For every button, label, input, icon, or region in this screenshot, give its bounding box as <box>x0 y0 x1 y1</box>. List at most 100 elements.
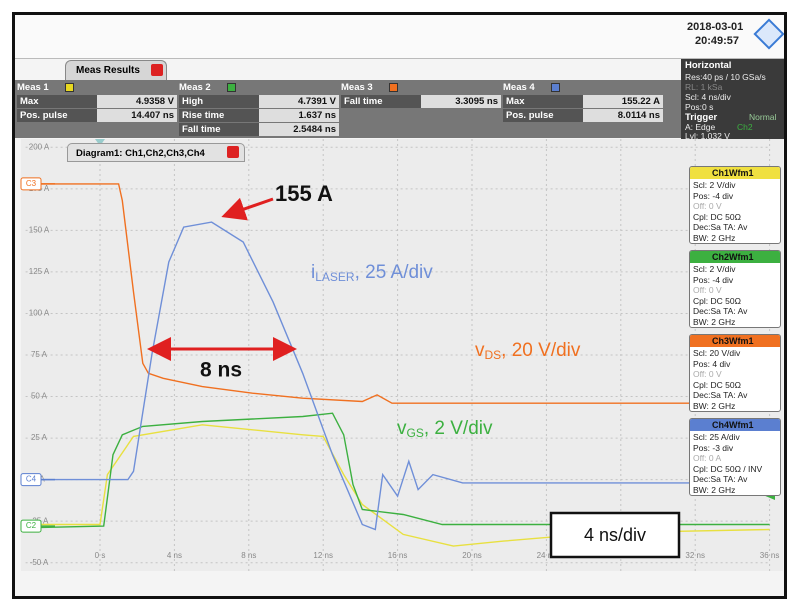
channel-box: Ch1Wfm1 Scl: 2 V/div Pos: -4 div Off: 0 V Cp… <box>689 166 781 244</box>
channel-name: Ch1Wfm1 <box>690 167 780 179</box>
label-main: i <box>311 262 315 283</box>
horizontal-line: Res:40 ps / 10 GSa/s <box>685 72 766 82</box>
y-tick-label: 200 A <box>29 142 50 151</box>
x-tick-label: 36 ns <box>760 551 780 560</box>
x-tick-label: 8 ns <box>241 551 256 560</box>
horizontal-line: Scl: 4 ns/div <box>685 92 731 102</box>
x-tick-label: 0 s <box>95 551 106 560</box>
channel-setting: Off: 0 A <box>693 453 722 463</box>
meas-name: Meas 3 <box>341 82 373 93</box>
channel-box: Ch3Wfm1 Scl: 20 V/div Pos: 4 div Off: 0 V Cp… <box>689 334 781 412</box>
channel-name: Ch2Wfm1 <box>690 251 780 263</box>
label-rest: , 25 A/div <box>355 262 434 283</box>
horizontal-title: Horizontal <box>685 60 732 71</box>
meas-value: 155.22 A <box>583 95 663 108</box>
meas-label: High <box>179 95 259 108</box>
channel-setting: Cpl: DC 50Ω <box>693 211 741 222</box>
meas-value: 4.9358 V <box>97 95 177 108</box>
meas-color <box>65 83 74 92</box>
channel-setting: BW: 2 GHz <box>693 484 736 495</box>
channel-setting: Off: 0 V <box>693 285 722 295</box>
peak-label: 155 A <box>275 181 333 206</box>
channel-setting: Scl: 20 V/div <box>693 348 741 358</box>
meas-value: 4.7391 V <box>259 95 339 108</box>
channel-marker-label: C2 <box>26 521 37 530</box>
meas-value: 3.3095 ns <box>421 95 501 108</box>
meas-tab: Meas Results <box>65 60 167 80</box>
label-sub: DS <box>485 348 502 362</box>
channel-setting: Cpl: DC 50Ω / INV <box>693 463 763 474</box>
trigger-mode: Normal <box>749 112 777 122</box>
meas-value: 8.0114 ns <box>583 109 663 122</box>
channel-setting: Dec:Sa TA: Av <box>693 390 748 400</box>
channel-setting: BW: 2 GHz <box>693 316 736 327</box>
label-main: v <box>397 418 407 439</box>
label-sub: GS <box>407 426 424 440</box>
meas-name: Meas 1 <box>17 82 49 93</box>
channel-setting: Cpl: DC 50Ω <box>693 295 741 306</box>
label-rest: , 2 V/div <box>424 418 493 439</box>
label-sub: LASER <box>315 270 355 284</box>
peak-arrow <box>221 197 274 221</box>
waveform <box>25 424 770 547</box>
meas-value: 14.407 ns <box>97 109 177 122</box>
channel-setting: Dec:Sa TA: Av <box>693 306 748 316</box>
top-bar <box>15 15 784 59</box>
meas-label: Fall time <box>179 123 259 136</box>
channel-setting: Pos: -4 div <box>693 190 734 201</box>
channel-setting: Off: 0 V <box>693 201 722 211</box>
date: 2018-03-01 <box>687 21 744 33</box>
channel-setting: Scl: 2 V/div <box>693 180 736 190</box>
x-tick-label: 32 ns <box>685 551 705 560</box>
label-rest: , 20 V/div <box>501 340 581 361</box>
y-tick-label: 25 A <box>31 433 48 442</box>
ilaser-label: iLASER, 25 A/div <box>311 262 433 284</box>
channel-box: Ch2Wfm1 Scl: 2 V/div Pos: -4 div Off: 0 V Cp… <box>689 250 781 328</box>
horizontal-line: Pos:0 s <box>685 102 714 112</box>
horizontal-line: RL: 1 kSa <box>685 82 723 92</box>
meas-label: Max <box>17 95 97 108</box>
meas-color <box>551 83 560 92</box>
y-tick-label: 125 A <box>29 267 50 276</box>
horizontal-panel <box>681 59 784 139</box>
close-icon <box>227 146 239 158</box>
channel-setting: Pos: 4 div <box>693 358 731 369</box>
y-tick-label: 75 A <box>31 350 48 359</box>
meas-label: Fall time <box>341 95 421 108</box>
channel-setting: Off: 0 V <box>693 369 722 379</box>
channel-marker <box>20 473 42 487</box>
x-tick-label: 20 ns <box>462 551 482 560</box>
channel-setting: Scl: 25 A/div <box>693 432 740 442</box>
trigger-position <box>95 139 105 146</box>
time: 20:49:57 <box>695 35 740 47</box>
channel-setting: BW: 2 GHz <box>693 400 736 411</box>
meas-label: Pos. pulse <box>503 109 583 122</box>
channel-setting: Cpl: DC 50Ω <box>693 379 741 390</box>
vgs-label: vGS, 2 V/div <box>397 418 493 440</box>
y-tick-label: -50 A <box>30 558 49 567</box>
channel-setting: Pos: -4 div <box>693 274 734 285</box>
meas-label: Pos. pulse <box>17 109 97 122</box>
timebase-box <box>549 511 681 559</box>
vds-label: vDS, 20 V/div <box>475 340 581 362</box>
meas-name: Meas 2 <box>179 82 211 93</box>
channel-marker <box>20 519 42 533</box>
timebase-label: 4 ns/div <box>584 525 646 545</box>
y-tick-label: 150 A <box>29 225 50 234</box>
channel-setting: Dec:Sa TA: Av <box>693 474 748 484</box>
close-icon <box>151 64 163 76</box>
x-tick-label: 16 ns <box>388 551 408 560</box>
channel-name: Ch3Wfm1 <box>690 335 780 347</box>
trigger-level: Lvl: 1.032 V <box>685 131 730 141</box>
channel-name: Ch4Wfm1 <box>690 419 780 431</box>
channel-setting: BW: 2 GHz <box>693 232 736 243</box>
meas-name: Meas 4 <box>503 82 535 93</box>
diagram-tab: Diagram1: Ch1,Ch2,Ch3,Ch4 <box>67 143 245 162</box>
trigger-title: Trigger <box>685 112 718 123</box>
x-tick-label: 12 ns <box>313 551 333 560</box>
meas-label: Max <box>503 95 583 108</box>
